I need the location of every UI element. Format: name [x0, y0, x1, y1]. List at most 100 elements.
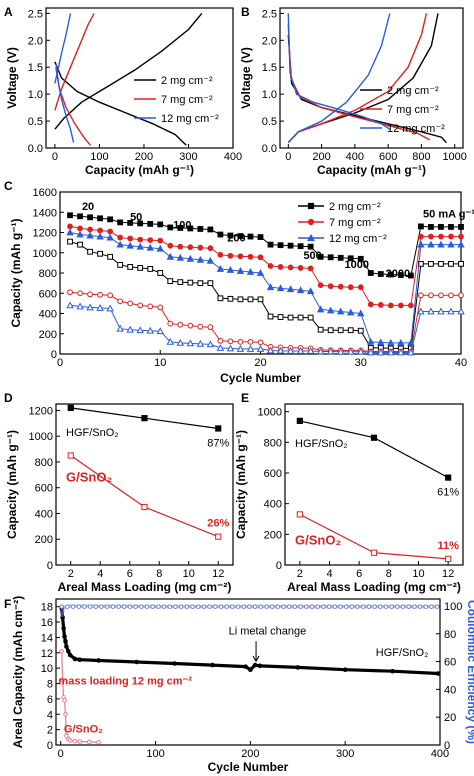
data-point [458, 233, 464, 240]
x-tick-label: 300 [179, 151, 197, 163]
series-label: HGF/SnO₂ [66, 427, 119, 439]
y-tick-label: 2 [47, 725, 53, 737]
data-point [286, 347, 295, 354]
y-right-tick-label: 0 [444, 740, 450, 752]
data-point [76, 230, 84, 238]
data-point [377, 271, 384, 277]
data-point [147, 266, 154, 272]
y-tick-label: 600 [35, 483, 53, 495]
data-point [357, 284, 364, 291]
capacity-point [67, 652, 73, 658]
efficiency-point [366, 604, 372, 609]
x-tick-label: 2 [297, 568, 303, 580]
efficiency-point [230, 604, 235, 609]
efficiency-point [144, 604, 150, 609]
panel-E: 2 4 6 8 10 12 0 200 400 600 800 1000 Areal Mass Load… [234, 391, 464, 594]
data-point [207, 226, 214, 233]
y-tick-label: 0.0 [28, 143, 43, 155]
efficiency-point [377, 604, 383, 609]
data-point [427, 240, 435, 248]
efficiency-point [110, 604, 116, 609]
y-right-tick-label: 40 [444, 684, 456, 696]
efficiency-point [281, 604, 286, 609]
efficiency-point [332, 604, 338, 609]
data-point [187, 244, 194, 251]
data-point [397, 302, 404, 309]
efficiency-point [104, 604, 110, 609]
data-point [267, 313, 274, 320]
x-tick-label: 100 [146, 748, 164, 760]
capacity-point [210, 662, 215, 668]
data-point [347, 327, 354, 334]
efficiency-point [275, 604, 281, 609]
data-point [447, 307, 455, 315]
data-point [286, 285, 295, 293]
data-point [437, 240, 445, 248]
data-point [428, 233, 434, 240]
data-point [107, 228, 114, 235]
efficiency-point [349, 604, 355, 609]
x-tick-label: 400 [431, 748, 449, 760]
data-point [317, 282, 324, 289]
data-point [157, 237, 164, 244]
efficiency-point [343, 604, 349, 609]
data-point [247, 253, 254, 260]
data-point [347, 284, 354, 291]
x-tick-label: 200 [312, 151, 330, 163]
data-point [217, 295, 224, 302]
rate-label: 200 [227, 233, 245, 245]
capacity-point [64, 644, 69, 649]
data-point [127, 264, 134, 270]
data-point [147, 237, 154, 243]
efficiency-point [82, 604, 87, 609]
annotation: Li metal change [229, 625, 307, 637]
data-point [227, 232, 234, 239]
x-tick-label: 0 [52, 151, 58, 163]
data-point [417, 240, 425, 248]
data-point [77, 225, 83, 232]
data-point [226, 266, 235, 273]
data-point [316, 305, 325, 313]
data-point [215, 425, 222, 432]
data-point [206, 340, 215, 348]
x-tick-label: 10 [183, 568, 195, 580]
legend-label: 12 mg cm⁻² [329, 233, 387, 245]
data-point [127, 235, 134, 242]
y-tick-label: 16 [41, 617, 53, 629]
data-point [397, 272, 404, 278]
data-point [177, 321, 184, 328]
efficiency-point [326, 604, 332, 609]
x-tick-label: 400 [346, 151, 364, 163]
capacity-point [63, 638, 68, 644]
data-point [141, 415, 148, 422]
data-point [367, 270, 374, 276]
y-tick-label: 200 [35, 534, 53, 546]
y-right-tick-label: 20 [444, 712, 456, 724]
data-point [97, 215, 103, 222]
data-point [226, 344, 235, 352]
series-label: HGF/SnO₂ [295, 438, 348, 450]
data-point [407, 302, 414, 309]
efficiency-point [264, 604, 269, 609]
data-point [217, 251, 224, 258]
y-right-axis-label: Coulombic Efficiency (%) [465, 600, 474, 744]
x-tick-label: 8 [386, 568, 392, 580]
capacity-point [62, 634, 67, 639]
data-point [156, 327, 164, 335]
data-point [107, 216, 114, 223]
data-point [106, 233, 114, 241]
data-point [97, 227, 103, 234]
x-tick-label: 6 [356, 568, 362, 580]
data-point [137, 302, 144, 309]
data-point [458, 224, 464, 230]
legend-marker [307, 218, 315, 226]
efficiency-point [321, 604, 326, 609]
data-point [277, 314, 284, 320]
efficiency-point [184, 604, 190, 609]
capacity-point [390, 668, 395, 674]
data-point [418, 223, 424, 230]
data-point [97, 291, 103, 298]
rate-label: 50 mA g⁻¹ [423, 208, 474, 220]
data-point [106, 304, 114, 312]
